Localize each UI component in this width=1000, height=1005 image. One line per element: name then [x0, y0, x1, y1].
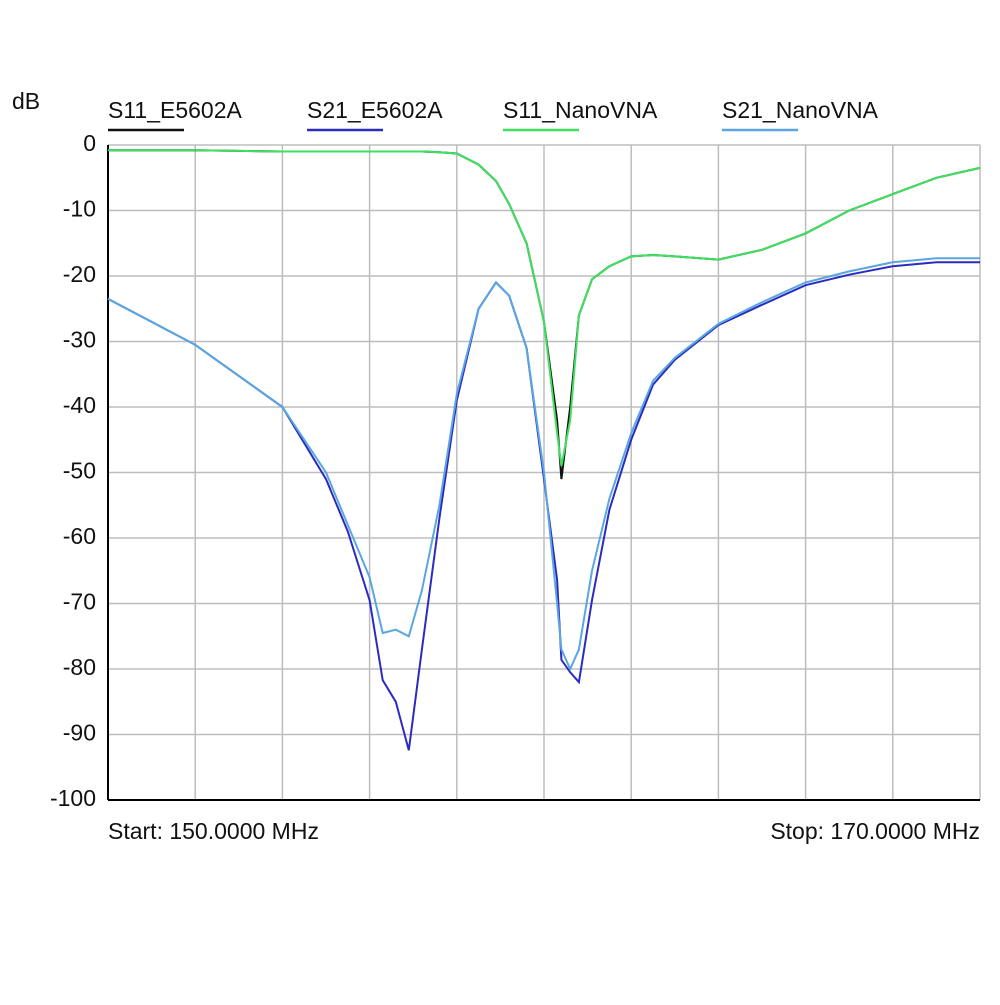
y-tick-label: -10 [63, 196, 96, 222]
y-tick-label: -100 [50, 785, 96, 811]
y-tick-label: -70 [63, 589, 96, 615]
y-axis-label: dB [12, 88, 40, 114]
legend-label: S11_E5602A [108, 97, 243, 123]
series-line [107, 257, 980, 672]
y-tick-label: -20 [63, 261, 96, 287]
start-label: Start: 150.0000 MHz [108, 818, 319, 844]
y-tick-label: -80 [63, 654, 96, 680]
y-tick-label: -60 [63, 523, 96, 549]
y-tick-label: -90 [63, 720, 96, 746]
stop-label: Stop: 170.0000 MHz [770, 818, 980, 844]
series-line [108, 149, 981, 467]
y-tick-label: -50 [63, 458, 96, 484]
legend-label: S21_NanoVNA [722, 97, 879, 123]
y-tick-label: 0 [83, 130, 96, 156]
legend-label: S21_E5602A [307, 97, 443, 123]
y-tick-label: -40 [63, 392, 96, 418]
y-tick-label: -30 [63, 327, 96, 353]
legend-label: S11_NanoVNA [503, 97, 658, 123]
